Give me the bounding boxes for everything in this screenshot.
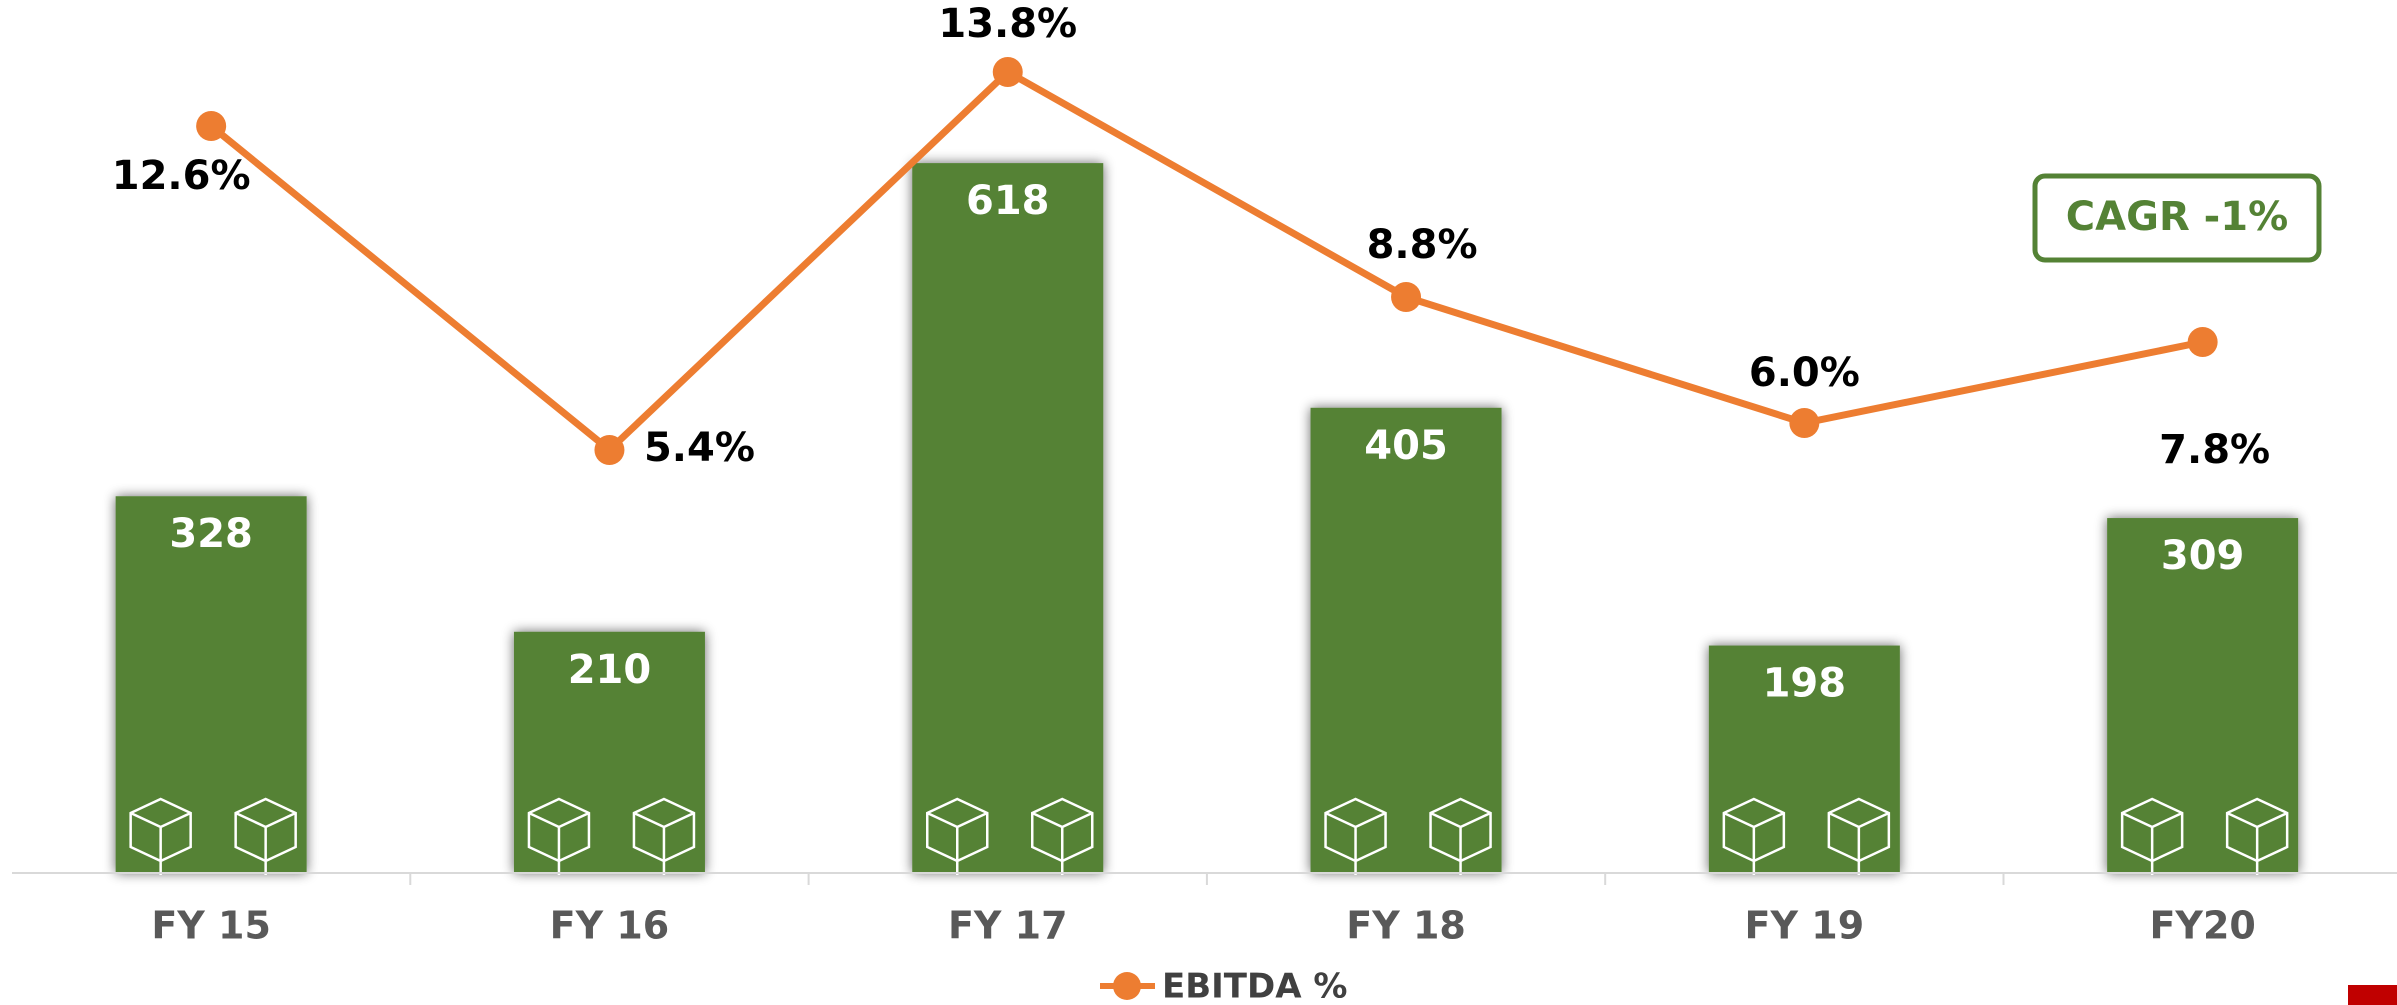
chart: 328 210 618 405 198 309 12.6% 5.4% 13.8% 8.8% 6.0%… <box>0 0 2397 1005</box>
bar-value-label: 405 <box>1364 423 1448 469</box>
line-marker <box>594 435 624 465</box>
x-tick-label: FY20 <box>2149 904 2255 948</box>
line-value-label: 8.8% <box>1367 222 1478 268</box>
bar-value-label: 198 <box>1763 661 1847 707</box>
line-value-label: 5.4% <box>644 425 755 471</box>
line-marker <box>1391 282 1421 312</box>
overlay-layer: 328 210 618 405 198 309 12.6% 5.4% 13.8% 8.8% 6.0%… <box>112 1 2270 707</box>
line-marker <box>196 111 226 141</box>
bar <box>1311 408 1502 873</box>
line-marker <box>993 57 1023 87</box>
line-value-label: 6.0% <box>1749 350 1860 396</box>
bar <box>912 163 1103 873</box>
line <box>211 72 2202 450</box>
line-value-label: 13.8% <box>938 1 1077 47</box>
x-tick-label: FY 19 <box>1745 904 1865 948</box>
line-value-label: 12.6% <box>112 153 251 199</box>
x-tick-label: FY 18 <box>1346 904 1466 948</box>
bar-layer <box>116 163 2299 875</box>
x-tick-label: FY 16 <box>550 904 670 948</box>
bar-value-label: 309 <box>2161 533 2245 579</box>
line-value-label: 7.8% <box>2159 427 2270 473</box>
x-tick-label: FY 15 <box>151 904 271 948</box>
legend-label: EBITDA % <box>1162 967 1347 1005</box>
line-marker <box>2188 327 2218 357</box>
bar-value-label: 328 <box>169 511 253 557</box>
line-marker <box>1789 408 1819 438</box>
bar-value-label: 618 <box>966 178 1050 224</box>
annotation: CAGR -1% <box>2066 194 2288 240</box>
corner-mark <box>2348 985 2397 1005</box>
legend-marker <box>1113 972 1141 1000</box>
bar-value-label: 210 <box>568 647 652 693</box>
x-tick-label: FY 17 <box>948 904 1068 948</box>
